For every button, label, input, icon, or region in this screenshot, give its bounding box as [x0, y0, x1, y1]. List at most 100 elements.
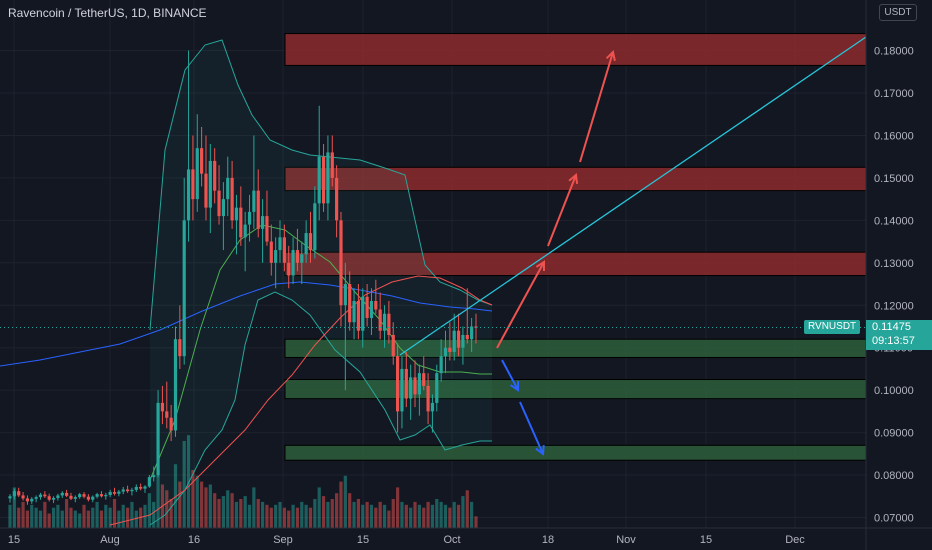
candle-body: [256, 190, 260, 229]
candle-body: [221, 199, 225, 217]
volume-bar: [321, 496, 326, 528]
candle-body: [461, 334, 465, 348]
candle-body: [300, 254, 304, 263]
x-axis-ticks: 15 Aug 16 Sep 15 Oct 18 Nov 15 Dec: [8, 534, 805, 546]
volume-bar: [195, 475, 199, 528]
volume-bar: [391, 499, 395, 528]
candle-body: [339, 220, 343, 306]
forecast-arrow-up-1-head: [535, 260, 546, 272]
candle-body: [395, 356, 400, 412]
y-tick-label: 0.08000: [874, 470, 914, 482]
volume-bar: [465, 490, 469, 528]
candle-body: [361, 296, 365, 331]
candle-body: [252, 190, 256, 212]
candle-body: [17, 491, 21, 496]
candle-body: [91, 496, 95, 500]
resistance-zone: [284, 33, 867, 66]
volume-bar: [461, 496, 465, 528]
x-tick-label: Dec: [785, 534, 805, 546]
trendline: [399, 36, 867, 356]
volume-bar: [125, 507, 130, 528]
candle-body: [156, 402, 160, 476]
candle-body: [247, 211, 252, 225]
candle-body: [443, 347, 448, 357]
volume-bar: [73, 510, 77, 528]
volume-bar: [65, 499, 69, 528]
candle-body: [422, 373, 426, 386]
candle-body: [204, 173, 208, 208]
volume-bar: [422, 507, 426, 528]
volume-bar: [243, 496, 247, 528]
candle-body: [178, 339, 182, 357]
candle-body: [108, 492, 112, 496]
y-tick-label: 0.12000: [874, 300, 914, 312]
candle-body: [73, 497, 77, 499]
candle-body: [34, 497, 38, 499]
candle-body: [308, 233, 313, 251]
candle-body: [160, 402, 165, 412]
volume-bar: [200, 481, 204, 528]
volume-bar: [339, 481, 343, 528]
forecast-arrow-up-1: [496, 261, 545, 349]
x-tick-label: 16: [188, 534, 200, 546]
candle-body: [330, 152, 334, 178]
candle-body: [452, 330, 456, 352]
chart-title: Ravencoin / TetherUS, 1D, BINANCE: [8, 6, 207, 20]
volume-bar: [134, 510, 138, 528]
volume-bar: [252, 487, 256, 528]
volume-bar: [435, 499, 439, 528]
volume-bar: [121, 504, 125, 528]
volume-bar: [260, 501, 265, 528]
volume-bar: [456, 504, 461, 528]
candle-body: [152, 475, 156, 478]
candle-body: [47, 496, 51, 500]
bar-countdown: 09:13:57: [872, 335, 915, 347]
volume-bar: [274, 504, 278, 528]
candle-body: [121, 489, 125, 492]
volume-bar: [356, 499, 360, 528]
candle-body: [78, 494, 82, 498]
volume-bar: [95, 501, 99, 528]
candle-body: [60, 492, 64, 496]
volume-bar: [300, 501, 304, 528]
support-zone: [284, 444, 867, 461]
candle-body: [391, 334, 395, 357]
trend-drawings: [0, 36, 867, 456]
unit-badge[interactable]: USDT: [879, 4, 917, 21]
volume-bar: [400, 501, 404, 528]
volume-bar: [82, 504, 86, 528]
y-axis-ticks: 0.070000.080000.090000.100000.110000.120…: [874, 46, 914, 525]
x-tick-label: 15: [700, 534, 712, 546]
volume-bar: [426, 501, 430, 528]
candle-body: [387, 313, 391, 335]
volume-bar: [265, 504, 269, 528]
y-tick-label: 0.17000: [874, 88, 914, 100]
candle-body: [82, 494, 86, 497]
ma-long: [0, 281, 493, 367]
volume-bar: [326, 501, 330, 528]
volume-bar: [365, 501, 369, 528]
volume-bar: [56, 504, 60, 528]
candle-body: [191, 169, 195, 200]
bollinger-lower: [149, 291, 492, 526]
candle-body: [173, 339, 178, 431]
volume-bar: [51, 507, 56, 528]
volume-bar: [239, 499, 243, 528]
volume-bar: [217, 499, 221, 528]
volume-bar: [156, 470, 160, 528]
symbol-tag: RVNUSDT: [804, 320, 861, 334]
candle-body: [95, 494, 99, 497]
candle-body: [435, 373, 439, 403]
volume-bar: [443, 504, 448, 528]
forecast-arrow-up-3: [579, 51, 614, 163]
volume-bar: [287, 510, 291, 528]
volume-bar: [130, 501, 134, 528]
volume-bar: [104, 504, 108, 528]
candle-body: [143, 486, 147, 489]
candle-body: [69, 495, 73, 499]
volume-bar: [470, 501, 474, 528]
candle-body: [474, 326, 478, 328]
candle-body: [169, 417, 173, 431]
volume-bar: [178, 481, 182, 528]
